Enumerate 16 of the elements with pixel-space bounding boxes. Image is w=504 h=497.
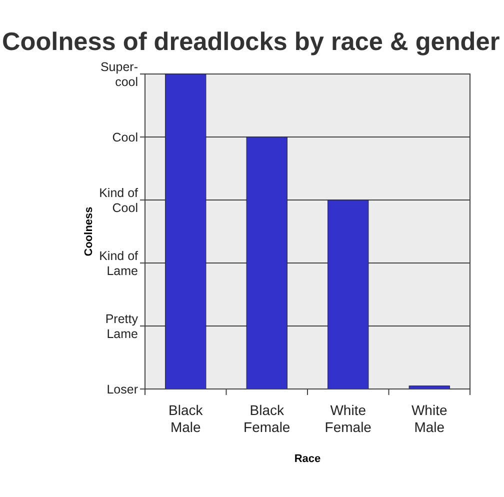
text: Cool (112, 130, 138, 144)
text: Loser (106, 382, 138, 396)
text: Kind of Lame (99, 248, 139, 278)
y-axis-title: Coolness (83, 206, 95, 256)
x-tick-label: Black Male (168, 402, 204, 435)
text: Super-cool (100, 60, 138, 89)
x-tick-label: White Female (324, 402, 372, 435)
x-tick-label: White Male (411, 402, 448, 435)
text: Kind of Cool (99, 186, 139, 215)
bar (165, 74, 206, 390)
chart-title: Coolness of dreadlocks by race & gender (2, 28, 500, 56)
bar (246, 136, 288, 390)
x-tick-label: Black Female (244, 402, 290, 435)
x-axis-title: Race (294, 453, 321, 465)
bar (328, 200, 369, 390)
text: Pretty Lame (105, 312, 139, 341)
